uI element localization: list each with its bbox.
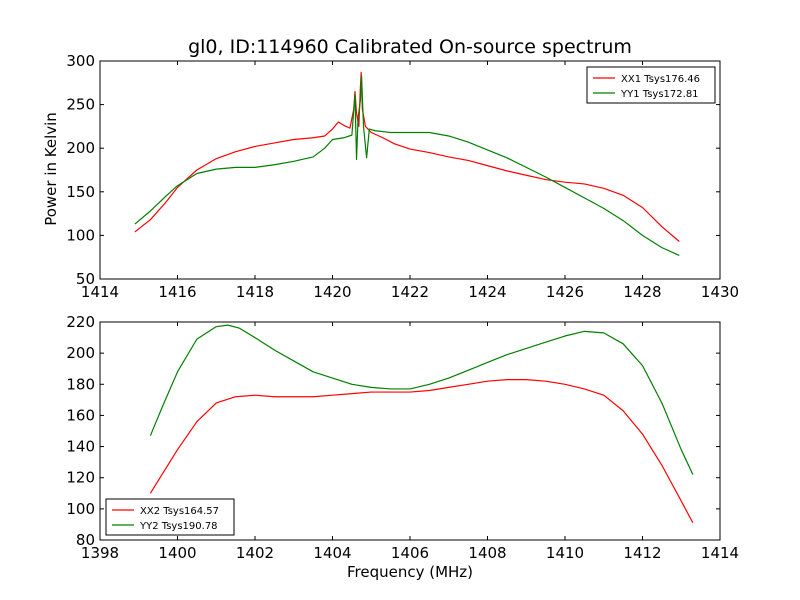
y-tick-label: 180 xyxy=(66,375,95,393)
legend-box xyxy=(105,498,235,536)
x-tick-label: 1416 xyxy=(158,283,196,301)
x-tick-label: 1428 xyxy=(623,283,661,301)
series-line-yy1 xyxy=(134,75,680,257)
x-tick-label: 1422 xyxy=(391,283,429,301)
y-tick-label: 150 xyxy=(66,183,95,201)
x-tick-label: 1414 xyxy=(81,283,119,301)
x-tick-label: 1406 xyxy=(391,544,429,562)
legend-label: YY2 Tsys190.78 xyxy=(139,521,218,532)
x-tick-label: 1424 xyxy=(468,283,506,301)
x-tick-label: 1408 xyxy=(468,544,506,562)
chart-title: gl0, ID:114960 Calibrated On-source spec… xyxy=(188,36,632,58)
x-tick-label: 1430 xyxy=(701,283,739,301)
legend-box xyxy=(586,66,716,104)
legend: XX2 Tsys164.57 YY2 Tsys190.78 xyxy=(105,498,235,536)
series-group xyxy=(149,324,694,524)
x-tick-label: 1402 xyxy=(236,544,274,562)
legend-label: XX2 Tsys164.57 xyxy=(140,506,219,517)
y-tick-label: 200 xyxy=(66,139,95,157)
series-line-yy2 xyxy=(149,324,694,475)
y-tick-label: 100 xyxy=(66,226,95,244)
x-tick-label: 1400 xyxy=(158,544,196,562)
x-tick-label: 1420 xyxy=(313,283,351,301)
y-tick-label: 200 xyxy=(66,344,95,362)
x-tick-label: 1412 xyxy=(623,544,661,562)
legend: XX1 Tsys176.46 YY1 Tsys172.81 xyxy=(586,66,716,104)
y-tick-label: 250 xyxy=(66,96,95,114)
x-tick-label: 1418 xyxy=(236,283,274,301)
y-tick-label: 300 xyxy=(66,52,95,70)
y-tick-label: 160 xyxy=(66,406,95,424)
y-tick-label: 50 xyxy=(76,270,95,288)
x-axis-label-bottom: Frequency (MHz) xyxy=(347,563,473,581)
x-tick-label: 1404 xyxy=(313,544,351,562)
y-tick-label: 120 xyxy=(66,469,95,487)
y-tick-label: 220 xyxy=(66,313,95,331)
y-tick-label: 140 xyxy=(66,438,95,456)
y-tick-label: 80 xyxy=(76,531,95,549)
x-tick-label: 1398 xyxy=(81,544,119,562)
y-tick-label: 100 xyxy=(66,500,95,518)
x-tick-label: 1414 xyxy=(701,544,739,562)
series-group xyxy=(134,71,680,257)
x-tick-label: 1410 xyxy=(546,544,584,562)
y-axis-label-top: Power in Kelvin xyxy=(42,112,60,226)
top-plot: 1414 1416 1418 1420 1422 1424 1426 1428 1430 50 10… xyxy=(66,52,739,301)
legend-label: YY1 Tsys172.81 xyxy=(620,89,699,100)
bottom-plot: 1398 1400 1402 1404 1406 1408 1410 1412 1414 80 10… xyxy=(66,313,739,562)
series-line-xx2 xyxy=(149,379,694,524)
x-tick-label: 1426 xyxy=(546,283,584,301)
legend-label: XX1 Tsys176.46 xyxy=(621,74,700,85)
